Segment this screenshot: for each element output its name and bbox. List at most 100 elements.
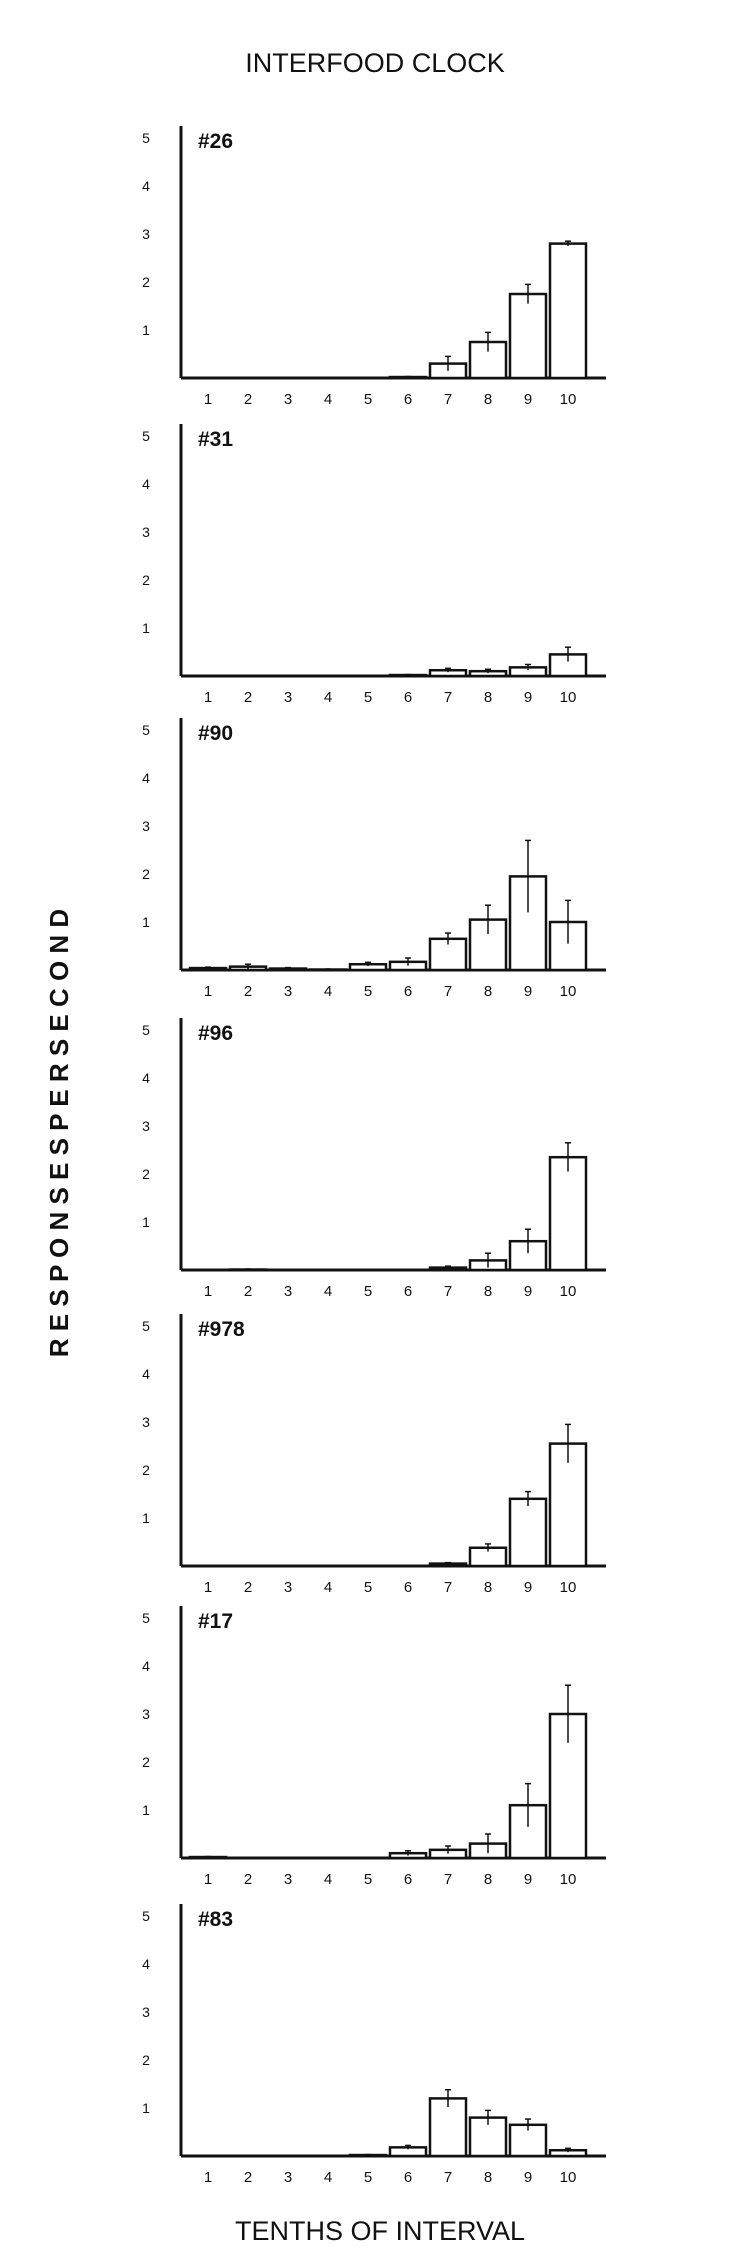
x-tick-label: 1 <box>204 983 212 1000</box>
x-tick-label: 3 <box>284 983 292 1000</box>
x-tick-label: 9 <box>524 391 532 408</box>
x-tick-label: 7 <box>444 983 452 1000</box>
y-tick-label: 3 <box>142 2004 150 2020</box>
y-tick-label: 5 <box>142 1610 150 1626</box>
y-tick-label: 4 <box>142 476 150 492</box>
y-tick-label: 1 <box>142 322 150 338</box>
y-tick-label: 3 <box>142 226 150 242</box>
y-tick-label: 1 <box>142 1510 150 1526</box>
y-tick-label: 3 <box>142 524 150 540</box>
x-tick-label: 5 <box>364 2169 372 2186</box>
bar <box>508 292 548 380</box>
x-tick-label: 10 <box>560 689 577 706</box>
x-tick-label: 4 <box>324 983 332 1000</box>
x-tick-label: 10 <box>560 1579 577 1596</box>
y-tick-label: 1 <box>142 1802 150 1818</box>
x-tick-label: 4 <box>324 1871 332 1888</box>
y-tick-label: 5 <box>142 1908 150 1924</box>
y-tick-label: 4 <box>142 1070 150 1086</box>
y-tick-label: 4 <box>142 1956 150 1972</box>
y-tick-label: 3 <box>142 818 150 834</box>
x-tick-label: 3 <box>284 391 292 408</box>
x-tick-label: 2 <box>244 1871 252 1888</box>
x-tick-label: 3 <box>284 1283 292 1300</box>
bar <box>428 937 468 972</box>
x-tick-label: 6 <box>404 2169 412 2186</box>
subject-label: #90 <box>198 722 233 745</box>
x-tick-label: 2 <box>244 391 252 408</box>
x-tick-label: 8 <box>484 1871 492 1888</box>
x-tick-label: 9 <box>524 1283 532 1300</box>
x-tick-label: 1 <box>204 1579 212 1596</box>
y-tick-label: 4 <box>142 1658 150 1674</box>
y-tick-label: 4 <box>142 1366 150 1382</box>
x-tick-label: 9 <box>524 2169 532 2186</box>
x-tick-label: 10 <box>560 983 577 1000</box>
bar <box>548 1442 588 1568</box>
x-tick-label: 5 <box>364 1871 372 1888</box>
y-tick-label: 5 <box>142 722 150 738</box>
x-axis-label: TENTHS OF INTERVAL <box>235 2216 525 2246</box>
y-tick-label: 2 <box>142 1754 150 1770</box>
panel-1: 1 2 3 4 5 #26 1 2 3 4 5 6 7 8 9 10 <box>142 126 606 408</box>
x-tick-label: 6 <box>404 1871 412 1888</box>
x-tick-label: 8 <box>484 391 492 408</box>
x-tick-label: 5 <box>364 391 372 408</box>
y-tick-label: 1 <box>142 620 150 636</box>
x-tick-label: 1 <box>204 689 212 706</box>
x-tick-label: 4 <box>324 1283 332 1300</box>
y-tick-label: 4 <box>142 770 150 786</box>
panel-7: 1 2 3 4 5 #83 1 2 3 4 5 6 7 8 9 10 <box>142 1904 606 2186</box>
x-tick-label: 6 <box>404 1579 412 1596</box>
x-tick-label: 7 <box>444 1579 452 1596</box>
x-tick-label: 10 <box>560 1283 577 1300</box>
panels: 1 2 3 4 5 #26 1 2 3 4 5 6 7 8 9 10 1 2 3 4 5 #31 1 2 3 4 5 6 7 8 9 10 1 2… <box>142 126 606 2186</box>
x-tick-label: 9 <box>524 983 532 1000</box>
x-tick-label: 2 <box>244 1283 252 1300</box>
subject-label: #978 <box>198 1318 245 1341</box>
bar <box>508 1497 548 1568</box>
panel-2: 1 2 3 4 5 #31 1 2 3 4 5 6 7 8 9 10 <box>142 424 606 706</box>
x-tick-label: 9 <box>524 689 532 706</box>
x-tick-label: 10 <box>560 391 577 408</box>
x-tick-label: 9 <box>524 1579 532 1596</box>
x-tick-label: 10 <box>560 1871 577 1888</box>
x-tick-label: 3 <box>284 1871 292 1888</box>
x-tick-label: 7 <box>444 1283 452 1300</box>
y-tick-label: 1 <box>142 914 150 930</box>
x-tick-label: 3 <box>284 689 292 706</box>
x-tick-label: 1 <box>204 2169 212 2186</box>
x-tick-label: 6 <box>404 1283 412 1300</box>
x-tick-label: 7 <box>444 2169 452 2186</box>
x-tick-label: 10 <box>560 2169 577 2186</box>
subject-label: #31 <box>198 428 233 451</box>
x-tick-label: 6 <box>404 983 412 1000</box>
x-tick-label: 9 <box>524 1871 532 1888</box>
x-tick-label: 8 <box>484 983 492 1000</box>
y-tick-label: 5 <box>142 1318 150 1334</box>
y-tick-label: 5 <box>142 130 150 146</box>
x-tick-label: 4 <box>324 689 332 706</box>
subject-label: #26 <box>198 130 233 153</box>
bar <box>548 242 588 380</box>
y-tick-label: 4 <box>142 178 150 194</box>
y-tick-label: 2 <box>142 1166 150 1182</box>
y-tick-label: 2 <box>142 1462 150 1478</box>
x-tick-label: 2 <box>244 1579 252 1596</box>
x-tick-label: 8 <box>484 1579 492 1596</box>
bar <box>548 1712 588 1860</box>
y-tick-label: 2 <box>142 2052 150 2068</box>
y-tick-label: 5 <box>142 428 150 444</box>
bar <box>428 2097 468 2158</box>
y-tick-label: 2 <box>142 572 150 588</box>
y-tick-label: 3 <box>142 1414 150 1430</box>
x-tick-label: 2 <box>244 689 252 706</box>
y-tick-label: 3 <box>142 1706 150 1722</box>
subject-label: #83 <box>198 1908 233 1931</box>
x-tick-label: 8 <box>484 1283 492 1300</box>
x-tick-label: 3 <box>284 2169 292 2186</box>
subject-label: #17 <box>198 1610 233 1633</box>
x-tick-label: 7 <box>444 391 452 408</box>
x-tick-label: 1 <box>204 391 212 408</box>
